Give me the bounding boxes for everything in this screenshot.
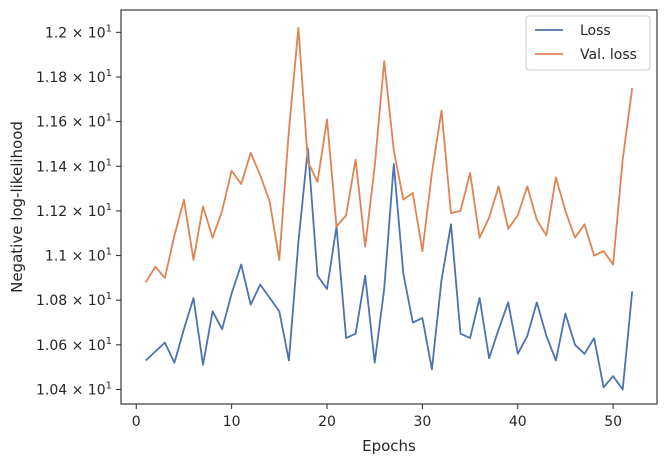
x-tick-label: 50 (604, 414, 622, 430)
y-axis-ticks: 1.04 × 101 1.06 × 101 1.08 × 101 1.1 × 101 1… (36, 23, 121, 398)
y-tick-label: 1.08 × 101 (36, 291, 112, 309)
series-line-val-loss (145, 26, 634, 283)
legend-label-val-loss: Val. loss (580, 47, 637, 63)
y-tick-label: 1.1 × 101 (45, 247, 112, 265)
y-tick-label: 1.18 × 101 (36, 68, 112, 86)
y-tick-label: 1.16 × 101 (36, 113, 112, 131)
x-axis-label: Epochs (362, 437, 416, 455)
y-tick-label: 1.14 × 101 (36, 157, 112, 175)
x-tick-label: 10 (223, 414, 241, 430)
x-tick-label: 0 (132, 414, 141, 430)
plot-frame (120, 9, 658, 405)
x-tick-label: 20 (318, 414, 336, 430)
y-tick-label: 1.04 × 101 (36, 380, 112, 398)
y-tick-label: 1.12 × 101 (36, 202, 112, 220)
series-line-loss (145, 147, 634, 391)
y-tick-label: 1.2 × 101 (45, 23, 112, 41)
y-tick-label: 1.06 × 101 (36, 336, 112, 354)
legend-label-loss: Loss (580, 23, 611, 39)
series-layer (145, 26, 634, 391)
legend: Loss Val. loss (525, 15, 651, 71)
y-axis-label: Negative log-likelihood (8, 121, 26, 293)
x-tick-label: 40 (509, 414, 527, 430)
x-tick-label: 30 (413, 414, 431, 430)
x-axis-ticks: 0 10 20 30 40 50 (132, 404, 622, 430)
